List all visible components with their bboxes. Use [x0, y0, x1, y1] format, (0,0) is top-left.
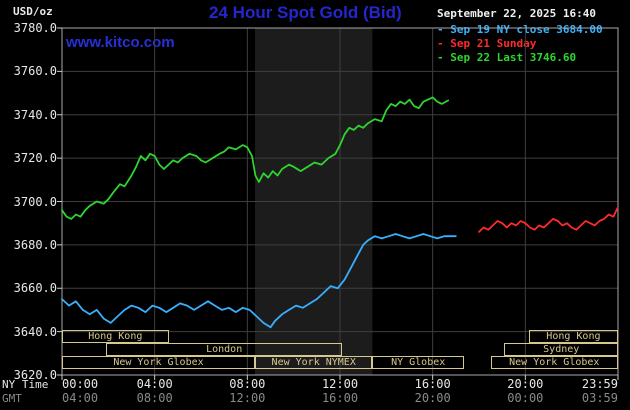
- legend-item-sep21: - Sep 21 Sunday: [437, 37, 537, 50]
- chart-legend: - Sep 19 NY close 3684.00 - Sep 21 Sunda…: [437, 23, 603, 65]
- price-line-sep19: [61, 233, 457, 329]
- market-session-hong-kong: Hong Kong: [528, 330, 618, 343]
- unit-label: USD/oz: [13, 5, 53, 18]
- x-axis-gmt-label: 20:00: [414, 391, 451, 405]
- legend-item-sep22: - Sep 22 Last 3746.60: [437, 51, 577, 64]
- y-axis-tick-label: 3720.0: [13, 151, 57, 166]
- x-axis-ny-time-label: 00:00: [62, 377, 99, 391]
- x-axis-ny-time-label: 04:00: [136, 377, 173, 391]
- x-axis-ny-time-label: 08:00: [229, 377, 266, 391]
- x-axis-gmt-label: 04:00: [62, 391, 99, 405]
- kitco-watermark-link[interactable]: www.kitco.com: [66, 34, 175, 51]
- x-axis-gmt-label: 03:59: [581, 391, 618, 405]
- price-line-sep21: [478, 207, 619, 233]
- gmt-axis-label: GMT: [2, 392, 22, 405]
- market-session-new-york-globex: New York Globex: [490, 356, 618, 369]
- x-axis-gmt-label: 08:00: [136, 391, 173, 405]
- market-session-new-york-globex: New York Globex: [62, 356, 255, 369]
- x-axis-ny-time-label: 16:00: [414, 377, 451, 391]
- legend-item-sep19: - Sep 19 NY close 3684.00: [437, 23, 603, 36]
- market-session-london: London: [106, 343, 343, 356]
- x-axis-ny-time-label: 20:00: [507, 377, 544, 391]
- y-axis-tick-label: 3740.0: [13, 107, 57, 122]
- market-session-hong-kong: Hong Kong: [62, 330, 169, 343]
- x-axis-gmt-label: 12:00: [229, 391, 266, 405]
- page-title: 24 Hour Spot Gold (Bid): [209, 3, 402, 22]
- x-axis-gmt-label: 16:00: [321, 391, 359, 405]
- y-axis-tick-label: 3680.0: [13, 237, 57, 252]
- y-axis-tick-label: 3760.0: [13, 64, 57, 79]
- x-axis-ny-time-label: 23:59: [581, 377, 618, 391]
- chart-datetime: September 22, 2025 16:40: [437, 7, 596, 20]
- market-session-sydney: Sydney: [504, 343, 618, 356]
- x-axis-ny-time-label: 12:00: [321, 377, 359, 391]
- price-line-sep22: [61, 96, 450, 220]
- market-session-new-york-nymex: New York NYMEX: [254, 356, 373, 369]
- y-axis-tick-label: 3620.0: [13, 368, 57, 382]
- market-session-ny-globex: NY Globex: [372, 356, 464, 369]
- y-axis-tick-label: 3700.0: [13, 194, 57, 209]
- x-axis-gmt-label: 00:00: [507, 391, 544, 405]
- y-axis-tick-label: 3660.0: [13, 281, 57, 296]
- y-axis-tick-label: 3640.0: [13, 324, 57, 339]
- ny-time-axis-label: NY Time: [2, 378, 49, 391]
- y-axis-tick-label: 3780.0: [13, 21, 57, 35]
